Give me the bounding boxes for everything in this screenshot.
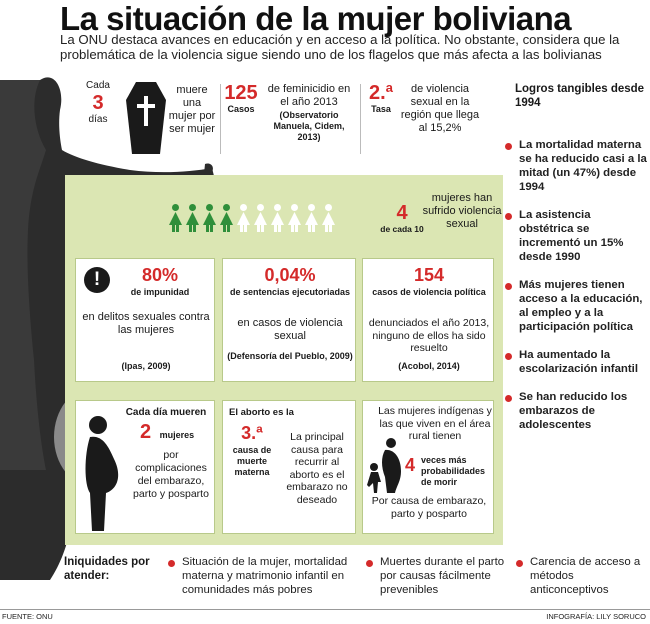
page-subtitle: La ONU destaca avances en educación y en… (60, 32, 620, 62)
inequality-item: Muertes durante el parto por causas fáci… (366, 555, 506, 597)
impunity-text: en delitos sexuales contra las mujeres (82, 311, 210, 336)
maternal-text: por complicaciones del embarazo, parto y… (133, 449, 209, 500)
maternal-number: 2 (140, 421, 152, 443)
achievement-item: Se han reducido los embarazos de adolesc… (505, 390, 647, 432)
woman-figure-icon (253, 204, 268, 232)
inequalities-title: Iniquidades por atender: (64, 556, 150, 582)
abortion-number: 3.ª (241, 423, 263, 443)
violence-number: 4 (396, 202, 408, 224)
sentences-source: (Defensoría del Pueblo, 2009) (227, 351, 353, 361)
inequalities-item-3: Carencia de acceso a métodos anticoncept… (516, 555, 646, 597)
rate-label: Tasa (371, 104, 391, 114)
political-label: casos de violencia política (372, 287, 486, 297)
violence-text: mujeres han sufrido violencia sexual (422, 192, 502, 230)
footer-credit: INFOGRAFÍA: LILY SORUCO (546, 612, 646, 621)
woman-figure-icon (219, 204, 234, 232)
days-label: días (88, 114, 108, 125)
woman-figure-icon (304, 204, 319, 232)
rate-text: de violencia sexual en la región que lle… (400, 83, 480, 134)
rate-number: 2.ª (368, 82, 394, 104)
stat-days-block: Cada 3 días (82, 80, 114, 126)
inequality-item: Situación de la mujer, mortalidad matern… (168, 555, 358, 597)
exclamation-icon: ! (84, 267, 110, 293)
woman-figure-icon (236, 204, 251, 232)
maternal-count: 2 mujeres (140, 421, 220, 444)
political-box: 154 casos de violencia política denuncia… (362, 258, 494, 382)
impunity-label: de impunidad (130, 287, 190, 297)
femicide-label: Casos (227, 104, 255, 114)
woman-figure-icon (202, 204, 217, 232)
impunity-source: (Ipas, 2009) (121, 361, 171, 371)
femicide-block: 125 Casos (222, 82, 260, 114)
woman-figure-icon (270, 204, 285, 232)
achievements-list: La mortalidad materna se ha reducido cas… (505, 138, 647, 432)
sentences-number: 0,04% (264, 265, 316, 285)
sentences-box: 0,04% de sentencias ejecutoriadas en cas… (222, 258, 356, 382)
woman-figure-icon (168, 204, 183, 232)
divider (220, 84, 221, 154)
footer-divider (0, 609, 650, 610)
femicide-number: 125 (224, 82, 258, 104)
cada-label: Cada (86, 80, 110, 91)
achievements-title: Logros tangibles desde 1994 (515, 83, 645, 109)
footer-source: FUENTE: ONU (2, 612, 53, 621)
violence-of-ten: de cada 10 (380, 224, 424, 234)
woman-figure-icon (287, 204, 302, 232)
impunity-box: ! 80% de impunidad en delitos sexuales c… (75, 258, 215, 382)
achievement-item: La asistencia obstétrica se incrementó u… (505, 208, 647, 264)
political-text: denunciados el año 2013, ninguno de ello… (368, 317, 490, 354)
inequalities-item-1: Situación de la mujer, mortalidad matern… (168, 555, 358, 597)
femicide-text: de feminicidio en el año 2013 (267, 83, 351, 108)
political-source: (Acobol, 2014) (398, 361, 460, 371)
maternal-box: Cada día mueren 2 mujeres por complicaci… (75, 400, 215, 534)
coffin-icon (126, 82, 166, 154)
femicide-source: (Observatorio Manuela, Cidem, 2013) (273, 110, 345, 142)
abortion-text: La principal causa para recurrir al abor… (286, 431, 348, 506)
indigenous-label: veces más probabilidades de morir (421, 455, 486, 487)
abortion-box: El aborto es la 3.ª causa de muerte mate… (222, 400, 356, 534)
achievement-item: Ha aumentado la escolarización infantil (505, 348, 647, 376)
mother-child-icon (367, 438, 401, 493)
indigenous-number: 4 (404, 455, 415, 475)
achievement-item: Más mujeres tienen acceso a la educación… (505, 278, 647, 334)
maternal-intro: Cada día mueren (125, 407, 207, 418)
inequality-item: Carencia de acceso a métodos anticoncept… (516, 555, 646, 597)
sentences-text: en casos de violencia sexual (237, 317, 343, 342)
dies-text: muere una mujer por ser mujer (168, 84, 216, 135)
sentences-label: de sentencias ejecutoriadas (229, 287, 351, 297)
pregnant-woman-icon (85, 416, 119, 531)
page-title: La situación de la mujer boliviana (60, 0, 572, 37)
rate-block: 2.ª Tasa (364, 82, 398, 114)
indigenous-box: Las mujeres indígenas y las que viven en… (362, 400, 494, 534)
abortion-label: causa de muerte materna (232, 445, 272, 477)
impunity-number: 80% (141, 265, 179, 285)
women-figures (168, 204, 388, 232)
maternal-label: mujeres (159, 430, 195, 440)
violence-ratio: 4 de cada 10 (380, 202, 424, 234)
achievement-item: La mortalidad materna se ha reducido cas… (505, 138, 647, 194)
woman-figure-icon (185, 204, 200, 232)
inequalities-item-2: Muertes durante el parto por causas fáci… (366, 555, 506, 597)
divider (360, 84, 361, 154)
indigenous-text: Por causa de embarazo, parto y posparto (371, 495, 487, 520)
indigenous-intro: Las mujeres indígenas y las que viven en… (378, 405, 492, 442)
days-number: 3 (92, 92, 104, 114)
woman-figure-icon (321, 204, 336, 232)
abortion-intro: El aborto es la (229, 407, 294, 418)
political-number: 154 (413, 265, 445, 285)
